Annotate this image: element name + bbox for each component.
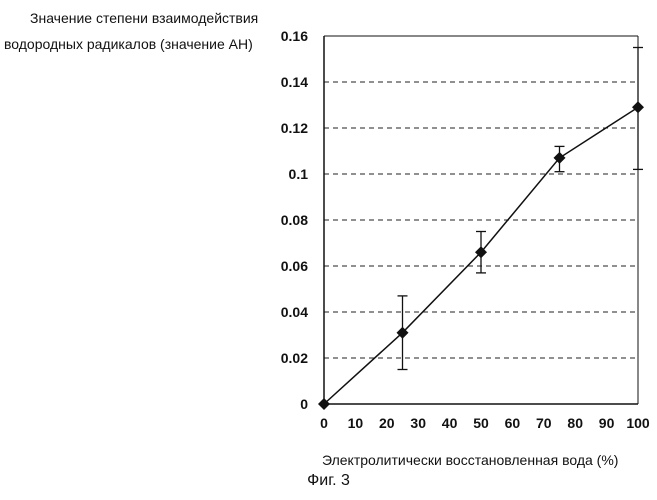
x-tick-label-5: 50 xyxy=(473,415,489,431)
y-tick-label-0: 0 xyxy=(300,396,308,412)
y-tick-label-4: 0.08 xyxy=(281,212,308,228)
y-tick-label-1: 0.02 xyxy=(281,350,308,366)
figure-caption: Фиг. 3 xyxy=(0,472,657,490)
grid-lines xyxy=(324,36,638,358)
y-tick-label-6: 0.12 xyxy=(281,120,308,136)
x-tick-label-1: 10 xyxy=(348,415,364,431)
x-axis-label: Электролитически восстановленная вода (%… xyxy=(322,452,618,468)
x-tick-label-9: 90 xyxy=(599,415,615,431)
x-tick-label-2: 20 xyxy=(379,415,395,431)
y-tick-label-5: 0.1 xyxy=(289,166,309,182)
data-series xyxy=(318,48,644,411)
x-tick-label-8: 80 xyxy=(567,415,583,431)
y-tick-label-8: 0.16 xyxy=(281,28,308,44)
data-point-4 xyxy=(632,101,644,113)
x-tick-label-7: 70 xyxy=(536,415,552,431)
x-tick-label-0: 0 xyxy=(320,415,328,431)
y-tick-label-7: 0.14 xyxy=(281,74,308,90)
x-tick-label-3: 30 xyxy=(410,415,426,431)
x-tick-label-10: 100 xyxy=(626,415,650,431)
y-tick-labels: 0 0.02 0.04 0.06 0.08 0.1 0.12 0.14 0.16 xyxy=(281,28,308,412)
x-tick-labels: 0 10 20 30 40 50 60 70 80 90 100 xyxy=(320,415,650,431)
x-tick-label-4: 40 xyxy=(442,415,458,431)
y-tick-label-3: 0.06 xyxy=(281,258,308,274)
x-tick-label-6: 60 xyxy=(505,415,521,431)
y-tick-label-2: 0.04 xyxy=(281,304,308,320)
